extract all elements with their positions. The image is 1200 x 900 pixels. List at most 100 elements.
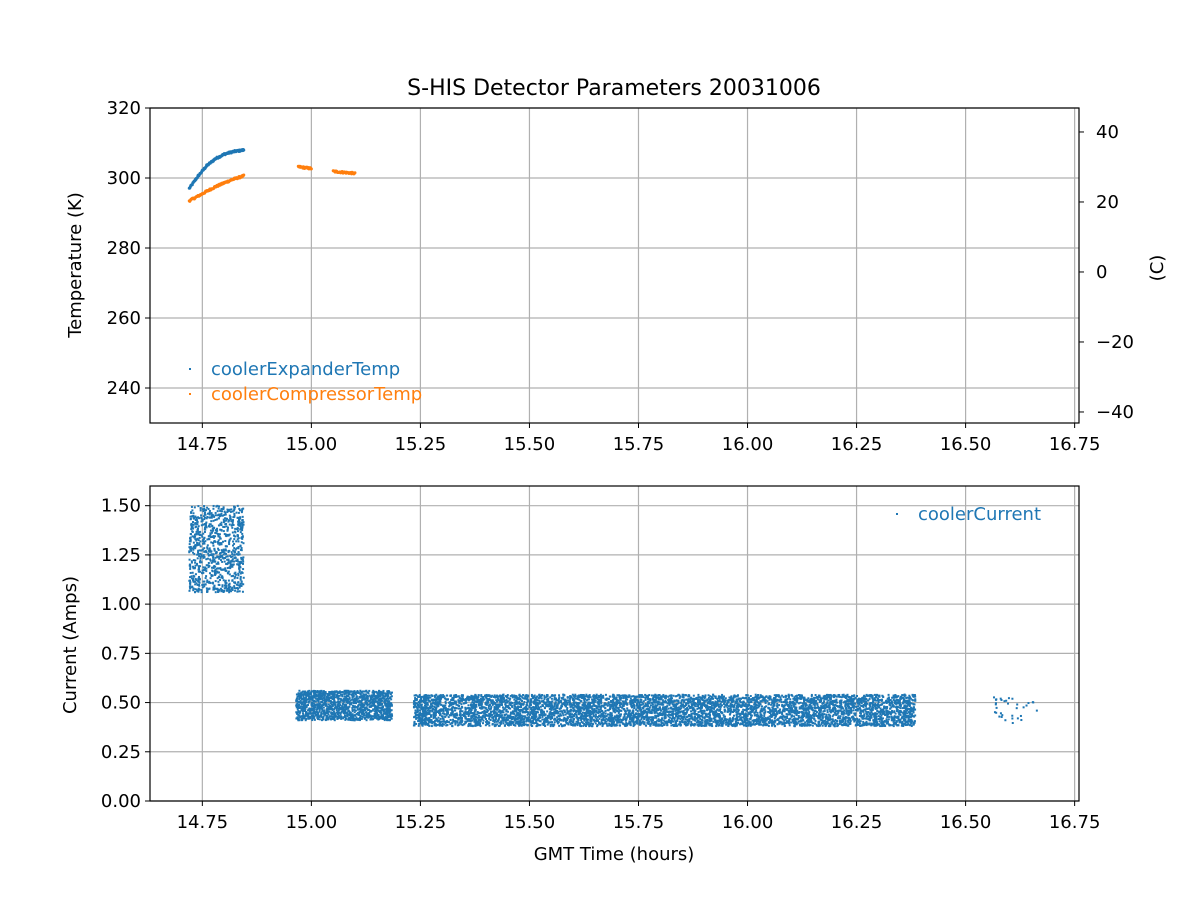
current-point	[229, 563, 232, 566]
legend-label-compressor: coolerCompressorTemp	[211, 384, 422, 405]
current-point	[193, 552, 196, 555]
current-point	[721, 693, 724, 696]
celsius-ylabel: (C)	[1147, 255, 1168, 282]
current-point	[189, 532, 192, 535]
current-point	[237, 572, 240, 575]
current-point	[382, 696, 385, 699]
current-point	[317, 698, 320, 701]
current-point	[240, 556, 243, 559]
current-point	[218, 567, 221, 570]
current-point	[340, 710, 343, 713]
current-point	[893, 702, 896, 705]
current-point	[359, 706, 362, 709]
current-point	[476, 724, 479, 727]
current-point	[192, 527, 195, 530]
current-point	[236, 527, 239, 530]
current-point	[367, 713, 370, 716]
current-point	[297, 719, 300, 722]
current-point	[843, 709, 846, 712]
current-point	[313, 709, 316, 712]
current-point	[238, 586, 241, 589]
current-point	[742, 708, 745, 711]
current-point	[448, 708, 451, 711]
current-point	[384, 711, 387, 714]
current-point	[228, 566, 231, 569]
current-point	[306, 709, 309, 712]
current-point	[319, 691, 322, 694]
current-point	[755, 721, 758, 724]
current-point	[209, 558, 212, 561]
current-point	[239, 544, 242, 547]
current-point	[228, 538, 231, 541]
current-point	[194, 533, 197, 536]
current-point	[303, 705, 306, 708]
current-point	[308, 693, 311, 696]
current-point	[202, 539, 205, 542]
current-point	[357, 701, 360, 704]
current-point	[232, 523, 235, 526]
current-point	[217, 547, 220, 550]
current-point	[192, 559, 195, 562]
current-point	[387, 710, 390, 713]
current-point	[370, 695, 373, 698]
current-point	[353, 718, 356, 721]
current-point	[235, 559, 238, 562]
current-point	[377, 692, 380, 695]
current-point	[315, 708, 318, 711]
current-point	[317, 715, 320, 718]
current-point	[220, 507, 223, 510]
current-point	[206, 516, 209, 518]
current-point	[313, 693, 316, 696]
current-point	[369, 709, 372, 712]
current-point	[237, 523, 240, 526]
temperature-point-coolerExpanderTemp	[242, 148, 246, 152]
current-point	[330, 715, 333, 718]
current-point	[221, 577, 224, 579]
current-point	[704, 720, 707, 723]
current-point	[345, 694, 348, 697]
current-point	[192, 589, 195, 592]
current-point	[333, 707, 336, 710]
current-point	[197, 575, 200, 578]
current-point	[220, 568, 223, 571]
current-point	[429, 700, 432, 703]
current-point	[194, 583, 197, 586]
current-point	[383, 699, 386, 702]
current-point	[374, 716, 377, 719]
current-point	[242, 576, 245, 579]
current-point	[540, 697, 543, 700]
celsius-ytick-label: −40	[1096, 402, 1134, 423]
current-point	[308, 689, 311, 692]
current-point	[816, 698, 819, 701]
current-point	[377, 717, 380, 720]
current-point	[348, 700, 351, 703]
current-point	[309, 715, 312, 718]
current-point	[310, 695, 313, 698]
current-point	[858, 701, 861, 704]
current-point	[337, 717, 340, 720]
celsius-ytick-label: 40	[1096, 122, 1119, 143]
current-point	[369, 697, 372, 700]
current-point	[222, 557, 225, 560]
current-point	[210, 566, 213, 569]
current-point	[223, 513, 226, 516]
current-point	[320, 689, 323, 692]
current-point	[389, 705, 392, 708]
celsius-ytick-label: −20	[1096, 332, 1134, 353]
current-point	[360, 702, 363, 705]
current-point	[304, 707, 307, 710]
current-point	[711, 701, 714, 704]
current-point	[385, 716, 388, 719]
current-point	[327, 703, 330, 706]
current-point	[211, 525, 214, 528]
current-point	[331, 693, 334, 696]
current-point	[203, 547, 206, 550]
current-point	[439, 700, 442, 703]
current-point	[874, 714, 877, 717]
current-point	[360, 701, 363, 704]
current-point	[305, 710, 308, 713]
current-point	[382, 712, 385, 715]
current-point	[216, 541, 219, 544]
current-point	[362, 690, 365, 693]
current-point	[376, 700, 379, 703]
